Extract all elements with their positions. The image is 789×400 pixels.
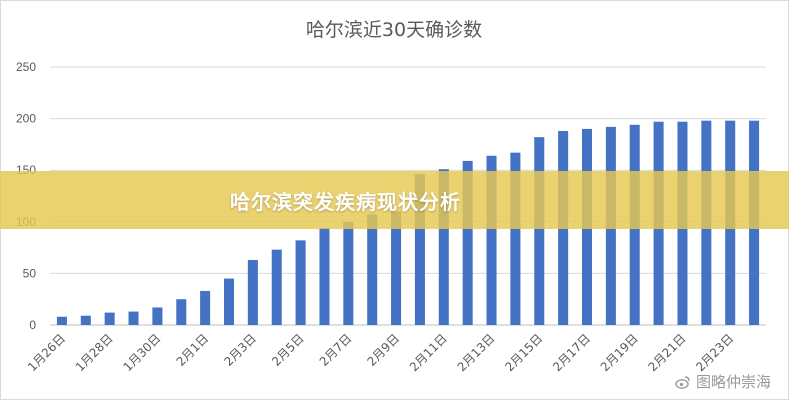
bar <box>223 278 235 325</box>
bar <box>486 155 497 325</box>
y-tick-label: 50 <box>23 266 37 280</box>
bar <box>414 174 425 325</box>
y-tick-label: 250 <box>16 60 36 74</box>
bar <box>200 290 211 325</box>
x-tick-label: 2月21日 <box>646 331 689 374</box>
bar <box>319 227 330 325</box>
bar <box>462 160 473 325</box>
chart-title: 哈尔滨近30天确诊数 <box>306 19 482 41</box>
bar <box>343 221 354 325</box>
y-tick-label: 200 <box>16 112 36 126</box>
x-tick-label: 2月1日 <box>174 331 212 369</box>
x-tick-label: 2月19日 <box>598 331 641 374</box>
bar <box>510 152 521 325</box>
watermark: 图略仲崇海 <box>675 371 771 392</box>
x-tick-label: 2月13日 <box>455 331 498 374</box>
x-tick-label: 1月26日 <box>25 331 68 374</box>
x-tick-label: 1月30日 <box>120 331 163 374</box>
bar <box>104 312 115 325</box>
watermark-text: 图略仲崇海 <box>695 373 771 391</box>
x-tick-label: 2月17日 <box>550 331 593 374</box>
bar <box>56 316 67 325</box>
bar <box>367 214 378 325</box>
x-tick-label: 2月3日 <box>221 331 259 369</box>
x-axis: 1月26日 1月28日 1月30日 2月1日 2月3日 2月5日 2月7日 2月9日 2月11日… <box>25 331 736 374</box>
x-tick-label: 2月23日 <box>693 331 736 374</box>
bar <box>176 299 187 325</box>
banner-title: 哈尔滨突发疾病现状分析 <box>230 189 461 214</box>
x-tick-label: 2月15日 <box>502 331 545 374</box>
x-tick-label: 1月28日 <box>73 331 116 374</box>
title-banner: 哈尔滨突发疾病现状分析 <box>0 171 789 229</box>
bar <box>128 311 139 325</box>
bar <box>247 259 258 325</box>
x-tick-label: 2月11日 <box>407 331 450 374</box>
x-tick-label: 2月5日 <box>269 331 307 369</box>
bar <box>271 249 282 325</box>
weibo-icon <box>675 375 690 389</box>
x-tick-label: 2月7日 <box>317 331 355 369</box>
bar <box>391 211 402 325</box>
bar <box>295 240 306 325</box>
y-tick-label: 0 <box>29 318 36 332</box>
bar <box>152 307 163 325</box>
x-tick-label: 2月9日 <box>365 331 403 369</box>
bar <box>438 169 449 325</box>
bar <box>534 137 545 325</box>
bar <box>80 315 91 325</box>
